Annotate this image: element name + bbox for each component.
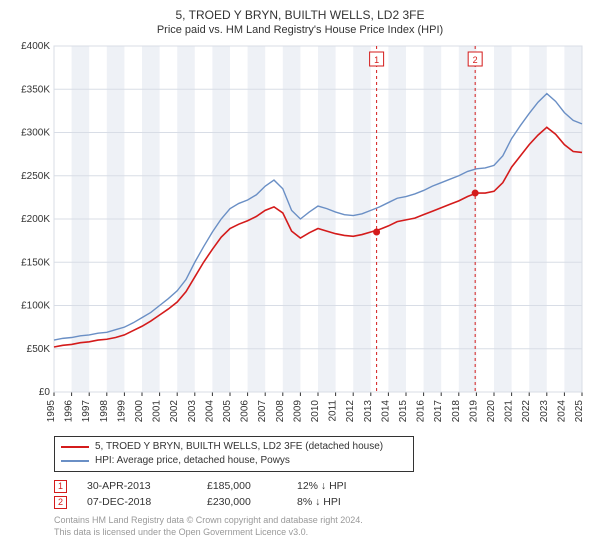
- sale-row: 1 30-APR-2013 £185,000 12% ↓ HPI: [54, 478, 586, 494]
- sale-price: £185,000: [207, 478, 277, 494]
- legend-label: 5, TROED Y BRYN, BUILTH WELLS, LD2 3FE (…: [95, 440, 383, 454]
- x-tick-label: 2011: [328, 400, 339, 422]
- sale-date: 30-APR-2013: [87, 478, 187, 494]
- legend-swatch: [61, 446, 89, 448]
- y-tick-label: £400K: [21, 42, 50, 52]
- sale-diff: 12% ↓ HPI: [297, 478, 387, 494]
- sale-marker-dot: [373, 228, 380, 235]
- x-tick-label: 2025: [574, 400, 585, 423]
- chart-subtitle: Price paid vs. HM Land Registry's House …: [14, 24, 586, 36]
- x-tick-label: 1999: [116, 400, 127, 423]
- sale-row: 2 07-DEC-2018 £230,000 8% ↓ HPI: [54, 494, 586, 510]
- y-tick-label: £250K: [21, 171, 50, 182]
- x-tick-label: 1996: [64, 400, 75, 423]
- sale-marker-dot: [472, 190, 479, 197]
- x-tick-label: 2020: [486, 400, 497, 423]
- x-tick-label: 2006: [240, 400, 251, 423]
- y-tick-label: £200K: [21, 214, 50, 225]
- chart-title: 5, TROED Y BRYN, BUILTH WELLS, LD2 3FE: [14, 8, 586, 22]
- sale-price: £230,000: [207, 494, 277, 510]
- x-tick-label: 2000: [134, 400, 145, 423]
- x-tick-label: 2001: [152, 400, 163, 423]
- x-tick-label: 2010: [310, 400, 321, 423]
- x-tick-label: 2008: [275, 400, 286, 423]
- x-tick-label: 2009: [292, 400, 303, 423]
- sales-table: 1 30-APR-2013 £185,000 12% ↓ HPI 2 07-DEC-201…: [54, 478, 586, 510]
- attribution-line2: This data is licensed under the Open Gov…: [54, 526, 586, 538]
- y-tick-label: £300K: [21, 128, 50, 139]
- x-tick-label: 2007: [257, 400, 268, 423]
- x-tick-label: 2022: [521, 400, 532, 423]
- x-tick-label: 2005: [222, 400, 233, 423]
- sale-marker-num: 2: [473, 55, 478, 65]
- x-tick-label: 2018: [451, 400, 462, 423]
- legend-swatch: [61, 460, 89, 462]
- x-tick-label: 2023: [539, 400, 550, 423]
- x-tick-label: 1998: [99, 400, 110, 423]
- y-tick-label: £150K: [21, 257, 50, 268]
- y-tick-label: £100K: [21, 301, 50, 312]
- y-tick-label: £0: [39, 387, 51, 398]
- x-tick-label: 2015: [398, 400, 409, 423]
- sale-marker-ref: 2: [54, 496, 67, 509]
- attribution-text: Contains HM Land Registry data © Crown c…: [54, 514, 586, 538]
- x-tick-label: 2017: [433, 400, 444, 423]
- x-tick-label: 2013: [363, 400, 374, 423]
- legend-box: 5, TROED Y BRYN, BUILTH WELLS, LD2 3FE (…: [54, 436, 414, 472]
- x-tick-label: 2014: [380, 400, 391, 423]
- sale-date: 07-DEC-2018: [87, 494, 187, 510]
- y-tick-label: £50K: [27, 344, 51, 355]
- x-tick-label: 2003: [187, 400, 198, 423]
- x-tick-label: 2012: [345, 400, 356, 423]
- legend-row: 5, TROED Y BRYN, BUILTH WELLS, LD2 3FE (…: [61, 440, 407, 454]
- x-tick-label: 2002: [169, 400, 180, 423]
- sale-marker-ref: 1: [54, 480, 67, 493]
- x-tick-label: 2019: [468, 400, 479, 423]
- legend-label: HPI: Average price, detached house, Powy…: [95, 454, 290, 468]
- x-tick-label: 1997: [81, 400, 92, 423]
- sale-marker-num: 1: [374, 55, 379, 65]
- legend-row: HPI: Average price, detached house, Powy…: [61, 454, 407, 468]
- x-tick-label: 2016: [416, 400, 427, 423]
- sale-diff: 8% ↓ HPI: [297, 494, 387, 510]
- price-chart: £0 £50K £100K £150K £200K £250K £300K £350K £400…: [14, 42, 586, 432]
- attribution-line1: Contains HM Land Registry data © Crown c…: [54, 514, 586, 526]
- x-tick-label: 1995: [46, 400, 57, 423]
- y-tick-label: £350K: [21, 84, 50, 95]
- x-tick-label: 2004: [204, 400, 215, 423]
- x-tick-label: 2021: [504, 400, 515, 423]
- x-tick-label: 2024: [556, 400, 567, 423]
